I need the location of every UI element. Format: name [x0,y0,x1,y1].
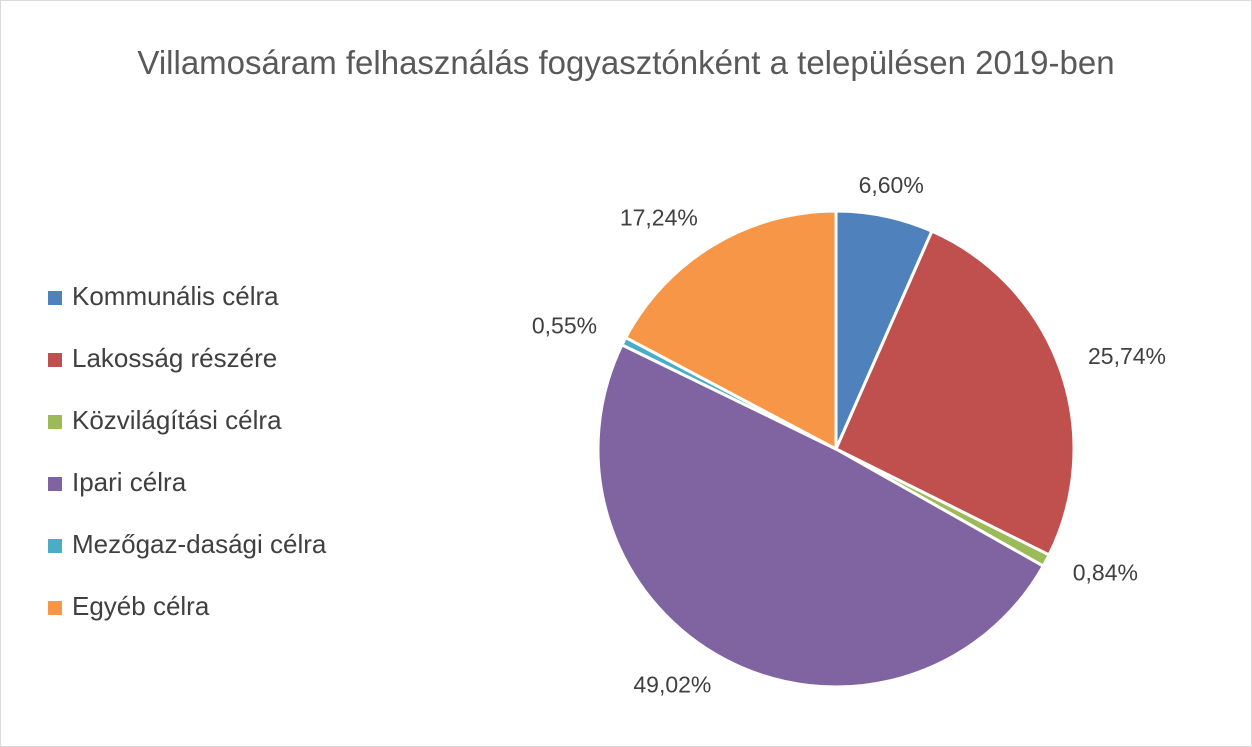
data-label: 25,74% [1088,343,1166,369]
data-label: 0,55% [532,313,597,339]
legend-swatch [48,291,62,305]
legend-swatch [48,601,62,615]
legend-label: Ipari célra [72,467,187,497]
data-label: 49,02% [633,671,711,697]
data-label: 0,84% [1073,560,1138,586]
legend-label: Lakosság részére [72,343,277,373]
legend-swatch [48,353,62,367]
legend-swatch [48,539,62,553]
legend-label: Mezőgaz-dasági célra [72,529,327,559]
legend-swatch [48,477,62,491]
data-label: 6,60% [859,172,924,198]
pie-slice [834,229,1076,557]
pie-slice [623,209,838,452]
legend-swatch [48,415,62,429]
legend-label: Kommunális célra [72,281,279,311]
legend-label: Közvilágítási célra [72,405,282,435]
chart-title: Villamosáram felhasználás fogyasztónként… [137,44,1115,81]
legend-label: Egyéb célra [72,591,210,621]
pie-slice [596,342,1046,689]
data-label: 17,24% [620,204,698,230]
